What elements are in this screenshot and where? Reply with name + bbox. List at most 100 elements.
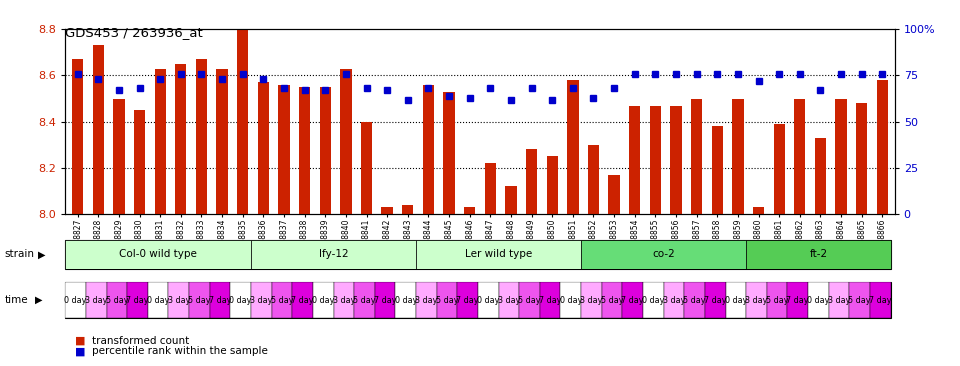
- Bar: [808, 282, 828, 318]
- Text: 3 day: 3 day: [497, 296, 520, 305]
- Bar: [175, 64, 186, 214]
- Bar: [381, 207, 393, 214]
- Bar: [746, 282, 767, 318]
- Bar: [251, 240, 416, 269]
- Text: 7 day: 7 day: [373, 296, 396, 305]
- Bar: [230, 282, 251, 318]
- Bar: [746, 240, 891, 269]
- Text: 7 day: 7 day: [869, 296, 892, 305]
- Bar: [402, 205, 414, 214]
- Text: 3 day: 3 day: [168, 296, 190, 305]
- Text: 0 day: 0 day: [642, 296, 664, 305]
- Bar: [526, 149, 538, 214]
- Bar: [65, 240, 251, 269]
- Bar: [416, 282, 437, 318]
- Bar: [354, 282, 374, 318]
- Text: 7 day: 7 day: [621, 296, 644, 305]
- Bar: [705, 282, 726, 318]
- Bar: [72, 59, 84, 214]
- Bar: [148, 282, 168, 318]
- Text: 7 day: 7 day: [456, 296, 479, 305]
- Bar: [257, 82, 269, 214]
- Text: ▶: ▶: [35, 295, 42, 305]
- Bar: [464, 207, 475, 214]
- Bar: [416, 240, 581, 269]
- Text: co-2: co-2: [652, 249, 675, 259]
- Bar: [815, 138, 827, 214]
- Bar: [876, 80, 888, 214]
- Bar: [485, 163, 496, 214]
- Text: lfy-12: lfy-12: [319, 249, 348, 259]
- Text: 7 day: 7 day: [704, 296, 727, 305]
- Text: 5 day: 5 day: [518, 296, 540, 305]
- Text: Col-0 wild type: Col-0 wild type: [119, 249, 197, 259]
- Text: 3 day: 3 day: [662, 296, 685, 305]
- Text: 3 day: 3 day: [85, 296, 108, 305]
- Bar: [774, 124, 785, 214]
- Bar: [444, 92, 455, 214]
- Bar: [581, 240, 746, 269]
- Bar: [272, 282, 292, 318]
- Bar: [196, 59, 207, 214]
- Bar: [498, 282, 519, 318]
- Text: 0 day: 0 day: [725, 296, 747, 305]
- Bar: [437, 282, 457, 318]
- Bar: [726, 282, 746, 318]
- Text: 7 day: 7 day: [208, 296, 231, 305]
- Bar: [850, 282, 870, 318]
- Bar: [422, 85, 434, 214]
- Bar: [650, 105, 661, 214]
- Bar: [787, 282, 808, 318]
- Bar: [828, 282, 850, 318]
- Text: ft-2: ft-2: [809, 249, 828, 259]
- Text: 3 day: 3 day: [745, 296, 768, 305]
- Bar: [663, 282, 684, 318]
- Text: ■: ■: [75, 336, 85, 346]
- Bar: [313, 282, 333, 318]
- Bar: [189, 282, 209, 318]
- Bar: [588, 145, 599, 214]
- Text: 5 day: 5 day: [684, 296, 706, 305]
- Bar: [251, 282, 272, 318]
- Bar: [753, 207, 764, 214]
- Text: 7 day: 7 day: [539, 296, 562, 305]
- Bar: [133, 110, 145, 214]
- Bar: [299, 87, 310, 214]
- Bar: [478, 282, 498, 318]
- Bar: [622, 282, 643, 318]
- Bar: [113, 98, 125, 214]
- Text: Ler wild type: Ler wild type: [465, 249, 532, 259]
- Text: 3 day: 3 day: [828, 296, 851, 305]
- Text: 5 day: 5 day: [601, 296, 623, 305]
- Bar: [546, 156, 558, 214]
- Bar: [540, 282, 561, 318]
- Text: time: time: [5, 295, 29, 305]
- Text: strain: strain: [5, 249, 35, 259]
- Bar: [396, 282, 416, 318]
- Bar: [333, 282, 354, 318]
- Text: 0 day: 0 day: [477, 296, 499, 305]
- Text: 0 day: 0 day: [395, 296, 417, 305]
- Text: 7 day: 7 day: [291, 296, 314, 305]
- Bar: [65, 282, 85, 318]
- Text: 7 day: 7 day: [786, 296, 809, 305]
- Bar: [209, 282, 230, 318]
- Bar: [767, 282, 787, 318]
- Text: 5 day: 5 day: [849, 296, 871, 305]
- Text: 5 day: 5 day: [766, 296, 788, 305]
- Bar: [609, 175, 620, 214]
- Text: GDS453 / 263936_at: GDS453 / 263936_at: [65, 26, 203, 39]
- Text: 5 day: 5 day: [353, 296, 375, 305]
- Bar: [856, 103, 868, 214]
- Bar: [870, 282, 891, 318]
- Bar: [670, 105, 682, 214]
- Text: 3 day: 3 day: [580, 296, 603, 305]
- Bar: [278, 85, 290, 214]
- Bar: [732, 98, 744, 214]
- Bar: [457, 282, 478, 318]
- Text: 3 day: 3 day: [332, 296, 355, 305]
- Bar: [794, 98, 805, 214]
- Bar: [92, 45, 104, 214]
- Bar: [567, 80, 579, 214]
- Text: ▶: ▶: [38, 249, 46, 259]
